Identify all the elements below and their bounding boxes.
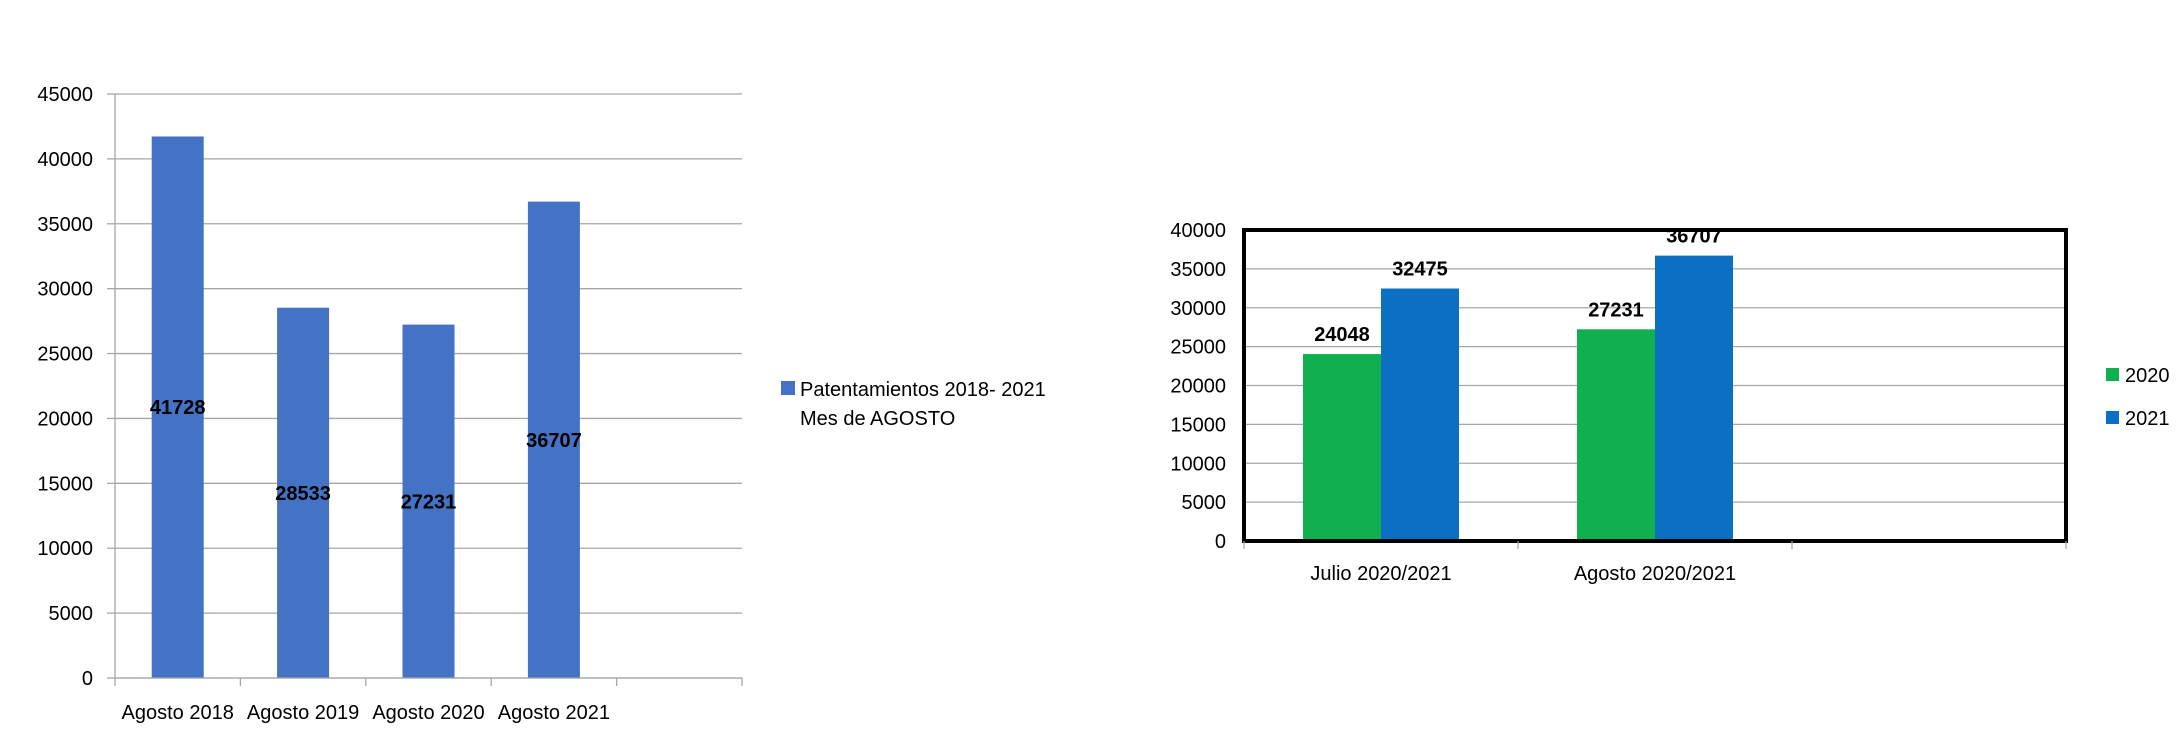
chart1-x-tick-labels: Agosto 2018 Agosto 2019 Agosto 2020 Agosto … bbox=[122, 702, 611, 724]
chart1-legend-swatch bbox=[781, 381, 795, 395]
chart1-x-tick-label: Agosto 2018 bbox=[122, 702, 234, 724]
chart-julio-agosto-2020-2021: 0 5000 10000 15000 20000 25000 30000 35000 40000… bbox=[1170, 220, 2169, 585]
chart2-x-tick-label: Julio 2020/2021 bbox=[1310, 563, 1451, 585]
chart1-data-label: 27231 bbox=[401, 491, 457, 513]
chart2-data-label: 32475 bbox=[1392, 259, 1448, 281]
chart1-legend: Patentamientos 2018- 2021 Mes de AGOSTO bbox=[781, 379, 1046, 430]
chart1-x-tick-label: Agosto 2020 bbox=[372, 702, 484, 724]
chart2-bar bbox=[1381, 288, 1459, 541]
chart1-y-tick-label: 15000 bbox=[37, 473, 93, 495]
chart1-y-tick-label: 25000 bbox=[37, 344, 93, 366]
chart2-y-tick-label: 10000 bbox=[1170, 453, 1226, 475]
chart1-bar bbox=[277, 307, 330, 678]
chart1-x-tick-label: Agosto 2021 bbox=[498, 702, 610, 724]
chart-patentamientos-agosto: 0 5000 10000 15000 20000 25000 30000 35000 40000… bbox=[37, 84, 1045, 724]
chart2-bar bbox=[1655, 255, 1733, 541]
chart2-legend-label: 2020 bbox=[2125, 365, 2170, 387]
chart2-y-tick-label: 40000 bbox=[1170, 220, 1226, 242]
chart1-x-tick-label: Agosto 2019 bbox=[247, 702, 359, 724]
chart2-y-tick-label: 0 bbox=[1215, 531, 1226, 553]
chart2-bar bbox=[1577, 329, 1655, 541]
chart1-y-tick-labels: 0 5000 10000 15000 20000 25000 30000 35000 40000… bbox=[37, 84, 93, 690]
chart2-legend: 2020 2021 bbox=[2106, 365, 2170, 430]
chart2-y-tick-label: 25000 bbox=[1170, 337, 1226, 359]
chart2-legend-label: 2021 bbox=[2125, 408, 2170, 430]
chart2-legend-swatch bbox=[2106, 368, 2119, 381]
chart1-y-tick-label: 45000 bbox=[37, 84, 93, 106]
chart2-plot-frame bbox=[1242, 228, 2068, 549]
chart2-x-tick-label: Agosto 2020/2021 bbox=[1574, 563, 1736, 585]
chart2-data-label: 36707 bbox=[1666, 226, 1722, 248]
chart2-y-tick-label: 15000 bbox=[1170, 414, 1226, 436]
chart1-y-tick-label: 10000 bbox=[37, 538, 93, 560]
chart1-bar bbox=[151, 136, 204, 679]
chart1-y-tick-label: 0 bbox=[82, 668, 93, 690]
chart2-plot-border bbox=[1242, 228, 2068, 543]
chart1-legend-line-2: Mes de AGOSTO bbox=[800, 408, 955, 430]
chart2-legend-swatch bbox=[2106, 411, 2119, 424]
chart1-x-axis bbox=[114, 677, 743, 686]
chart1-y-tick-label: 35000 bbox=[37, 214, 93, 236]
chart1-legend-line-1: Patentamientos 2018- 2021 bbox=[800, 379, 1046, 401]
chart1-y-tick-label: 40000 bbox=[37, 149, 93, 171]
chart2-data-label: 27231 bbox=[1588, 299, 1644, 321]
chart1-y-tick-label: 5000 bbox=[49, 603, 94, 625]
chart1-bar bbox=[402, 324, 455, 678]
chart1-bar bbox=[527, 201, 580, 679]
chart2-y-tick-labels: 0 5000 10000 15000 20000 25000 30000 35000 40000 bbox=[1170, 220, 1226, 553]
chart2-bars bbox=[1303, 255, 1733, 541]
chart2-y-tick-label: 20000 bbox=[1170, 376, 1226, 398]
chart2-y-tick-label: 5000 bbox=[1182, 492, 1227, 514]
chart2-bar bbox=[1303, 354, 1381, 541]
chart2-y-tick-label: 35000 bbox=[1170, 259, 1226, 281]
chart2-x-tick-labels: Julio 2020/2021 Agosto 2020/2021 bbox=[1310, 563, 1736, 585]
chart1-data-label: 28533 bbox=[275, 483, 331, 505]
chart1-y-tick-label: 30000 bbox=[37, 279, 93, 301]
chart1-bars bbox=[151, 136, 580, 679]
chart2-data-labels: 24048 32475 27231 36707 bbox=[1314, 226, 1722, 346]
chart1-data-label: 36707 bbox=[526, 430, 582, 452]
chart1-data-label: 41728 bbox=[150, 397, 206, 419]
chart2-data-label: 24048 bbox=[1314, 324, 1370, 346]
chart1-data-labels: 41728 28533 27231 36707 bbox=[150, 397, 582, 513]
chart2-y-tick-label: 30000 bbox=[1170, 298, 1226, 320]
chart1-y-tick-label: 20000 bbox=[37, 408, 93, 430]
